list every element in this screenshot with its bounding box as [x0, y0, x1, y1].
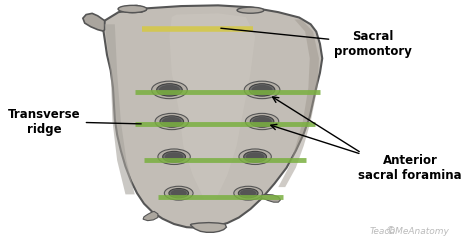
Text: Anterior
sacral foramina: Anterior sacral foramina	[358, 154, 462, 182]
Polygon shape	[83, 13, 105, 31]
Ellipse shape	[163, 151, 185, 162]
Text: ©: ©	[386, 226, 396, 236]
Ellipse shape	[252, 117, 272, 126]
Ellipse shape	[252, 85, 273, 95]
Polygon shape	[170, 13, 255, 199]
Ellipse shape	[157, 84, 182, 96]
Ellipse shape	[158, 149, 190, 165]
Ellipse shape	[164, 152, 183, 161]
Ellipse shape	[249, 84, 275, 96]
Text: Transverse
ridge: Transverse ridge	[8, 107, 141, 136]
Text: Sacral
promontory: Sacral promontory	[221, 28, 412, 58]
Ellipse shape	[239, 149, 271, 165]
Ellipse shape	[244, 151, 266, 162]
Ellipse shape	[164, 186, 193, 200]
Ellipse shape	[160, 116, 183, 127]
Ellipse shape	[162, 117, 182, 126]
Polygon shape	[123, 5, 146, 13]
Ellipse shape	[244, 81, 280, 99]
Ellipse shape	[152, 81, 187, 99]
Ellipse shape	[171, 189, 187, 197]
Polygon shape	[278, 19, 319, 187]
Polygon shape	[103, 5, 322, 228]
Ellipse shape	[238, 189, 258, 198]
Ellipse shape	[250, 116, 274, 127]
Ellipse shape	[246, 113, 279, 130]
Polygon shape	[261, 194, 281, 202]
Polygon shape	[190, 223, 227, 232]
Ellipse shape	[159, 85, 180, 95]
Polygon shape	[105, 24, 135, 194]
Ellipse shape	[240, 189, 256, 197]
Ellipse shape	[237, 7, 264, 13]
Ellipse shape	[169, 189, 189, 198]
Ellipse shape	[155, 113, 189, 130]
Text: TeachMeAnatomy: TeachMeAnatomy	[370, 227, 449, 236]
Polygon shape	[143, 211, 158, 221]
Ellipse shape	[246, 152, 264, 161]
Ellipse shape	[118, 5, 147, 13]
Ellipse shape	[234, 186, 263, 200]
